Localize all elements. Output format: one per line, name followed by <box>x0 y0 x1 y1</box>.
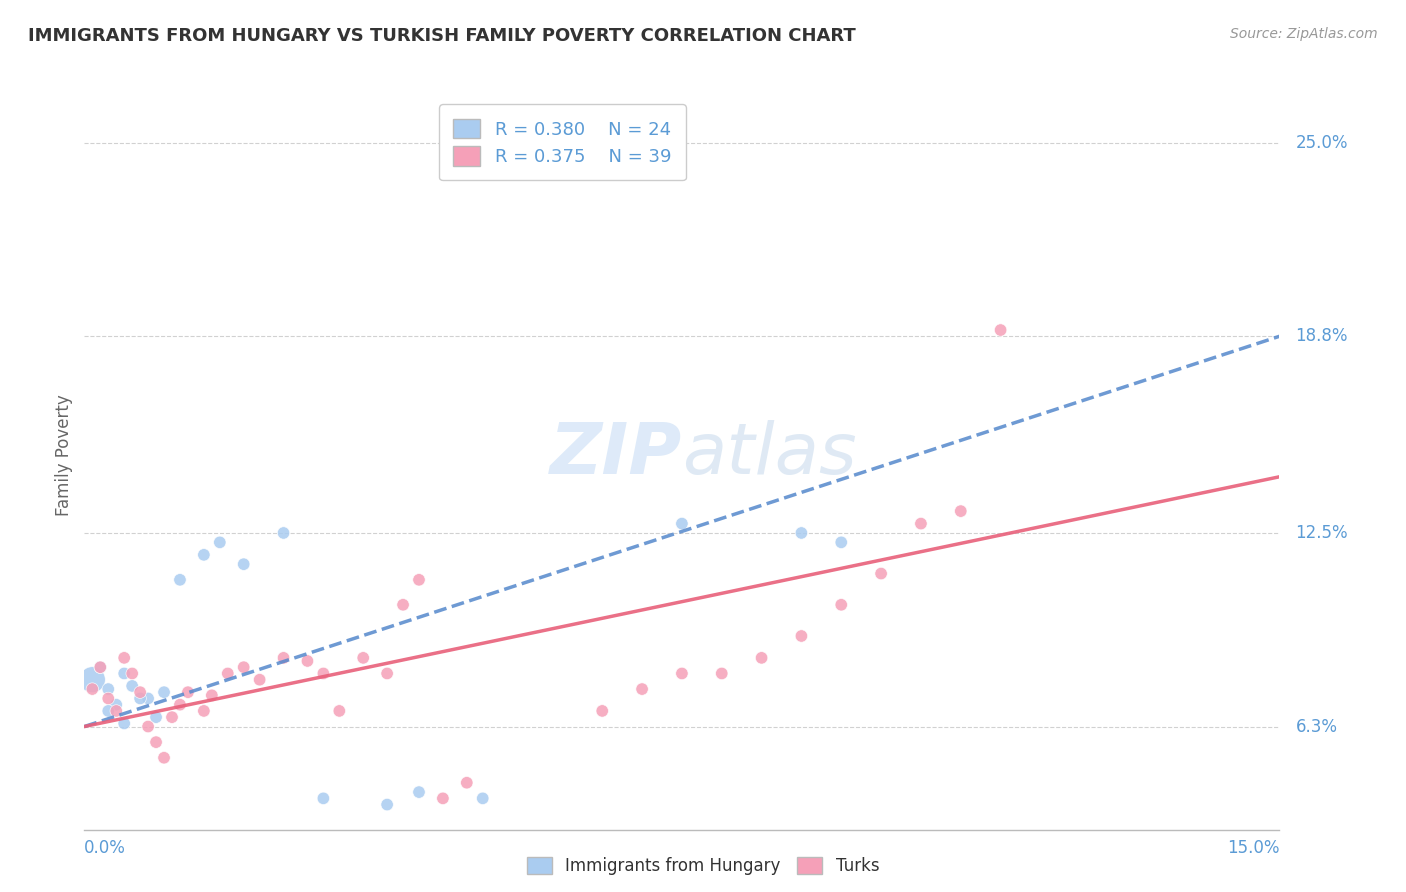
Text: 12.5%: 12.5% <box>1295 524 1348 542</box>
Point <box>312 666 335 681</box>
Point <box>830 598 852 612</box>
Point <box>375 797 398 812</box>
Point <box>145 735 167 749</box>
Point <box>129 685 152 699</box>
Point <box>201 689 224 703</box>
Point <box>193 548 215 562</box>
Point <box>97 704 120 718</box>
Point <box>949 504 972 518</box>
Point <box>312 791 335 805</box>
Point <box>193 704 215 718</box>
Point <box>352 651 374 665</box>
Point <box>671 516 693 531</box>
Point <box>112 666 135 681</box>
Point <box>408 573 430 587</box>
Point <box>830 535 852 549</box>
Text: IMMIGRANTS FROM HUNGARY VS TURKISH FAMILY POVERTY CORRELATION CHART: IMMIGRANTS FROM HUNGARY VS TURKISH FAMIL… <box>28 27 856 45</box>
Point <box>297 654 319 668</box>
Point <box>671 666 693 681</box>
Point <box>408 785 430 799</box>
Point <box>121 679 143 693</box>
Point <box>112 651 135 665</box>
Point <box>89 660 111 674</box>
Text: 0.0%: 0.0% <box>84 838 127 857</box>
Point <box>82 673 104 687</box>
Point <box>456 776 478 790</box>
Point <box>392 598 415 612</box>
Point <box>710 666 733 681</box>
Point <box>232 557 254 572</box>
Point <box>177 685 200 699</box>
Legend: Immigrants from Hungary, Turks: Immigrants from Hungary, Turks <box>519 849 887 884</box>
Point <box>273 651 295 665</box>
Text: 25.0%: 25.0% <box>1295 134 1348 152</box>
Point <box>121 666 143 681</box>
Point <box>112 716 135 731</box>
Point <box>870 566 893 581</box>
Point <box>105 704 128 718</box>
Point <box>910 516 932 531</box>
Point <box>375 666 398 681</box>
Point <box>97 691 120 706</box>
Point <box>136 691 159 706</box>
Point <box>160 710 183 724</box>
Point <box>169 698 191 712</box>
Point <box>136 719 159 733</box>
Point <box>105 698 128 712</box>
Point <box>153 751 176 765</box>
Legend: R = 0.380    N = 24, R = 0.375    N = 39: R = 0.380 N = 24, R = 0.375 N = 39 <box>439 104 686 180</box>
Text: ZIP: ZIP <box>550 420 682 490</box>
Point <box>751 651 773 665</box>
Point <box>82 682 104 697</box>
Point <box>990 323 1012 337</box>
Point <box>153 685 176 699</box>
Text: 15.0%: 15.0% <box>1227 838 1279 857</box>
Point <box>790 526 813 541</box>
Point <box>169 573 191 587</box>
Point <box>273 526 295 541</box>
Text: Source: ZipAtlas.com: Source: ZipAtlas.com <box>1230 27 1378 41</box>
Point <box>790 629 813 643</box>
Text: atlas: atlas <box>682 420 856 490</box>
Y-axis label: Family Poverty: Family Poverty <box>55 394 73 516</box>
Text: 6.3%: 6.3% <box>1295 717 1337 736</box>
Point <box>89 660 111 674</box>
Point <box>432 791 454 805</box>
Point <box>129 691 152 706</box>
Point <box>591 704 613 718</box>
Point <box>471 791 494 805</box>
Point <box>145 710 167 724</box>
Point <box>249 673 271 687</box>
Point <box>631 682 654 697</box>
Point <box>232 660 254 674</box>
Point <box>208 535 231 549</box>
Point <box>97 682 120 697</box>
Point <box>217 666 239 681</box>
Point <box>328 704 350 718</box>
Text: 18.8%: 18.8% <box>1295 327 1348 345</box>
